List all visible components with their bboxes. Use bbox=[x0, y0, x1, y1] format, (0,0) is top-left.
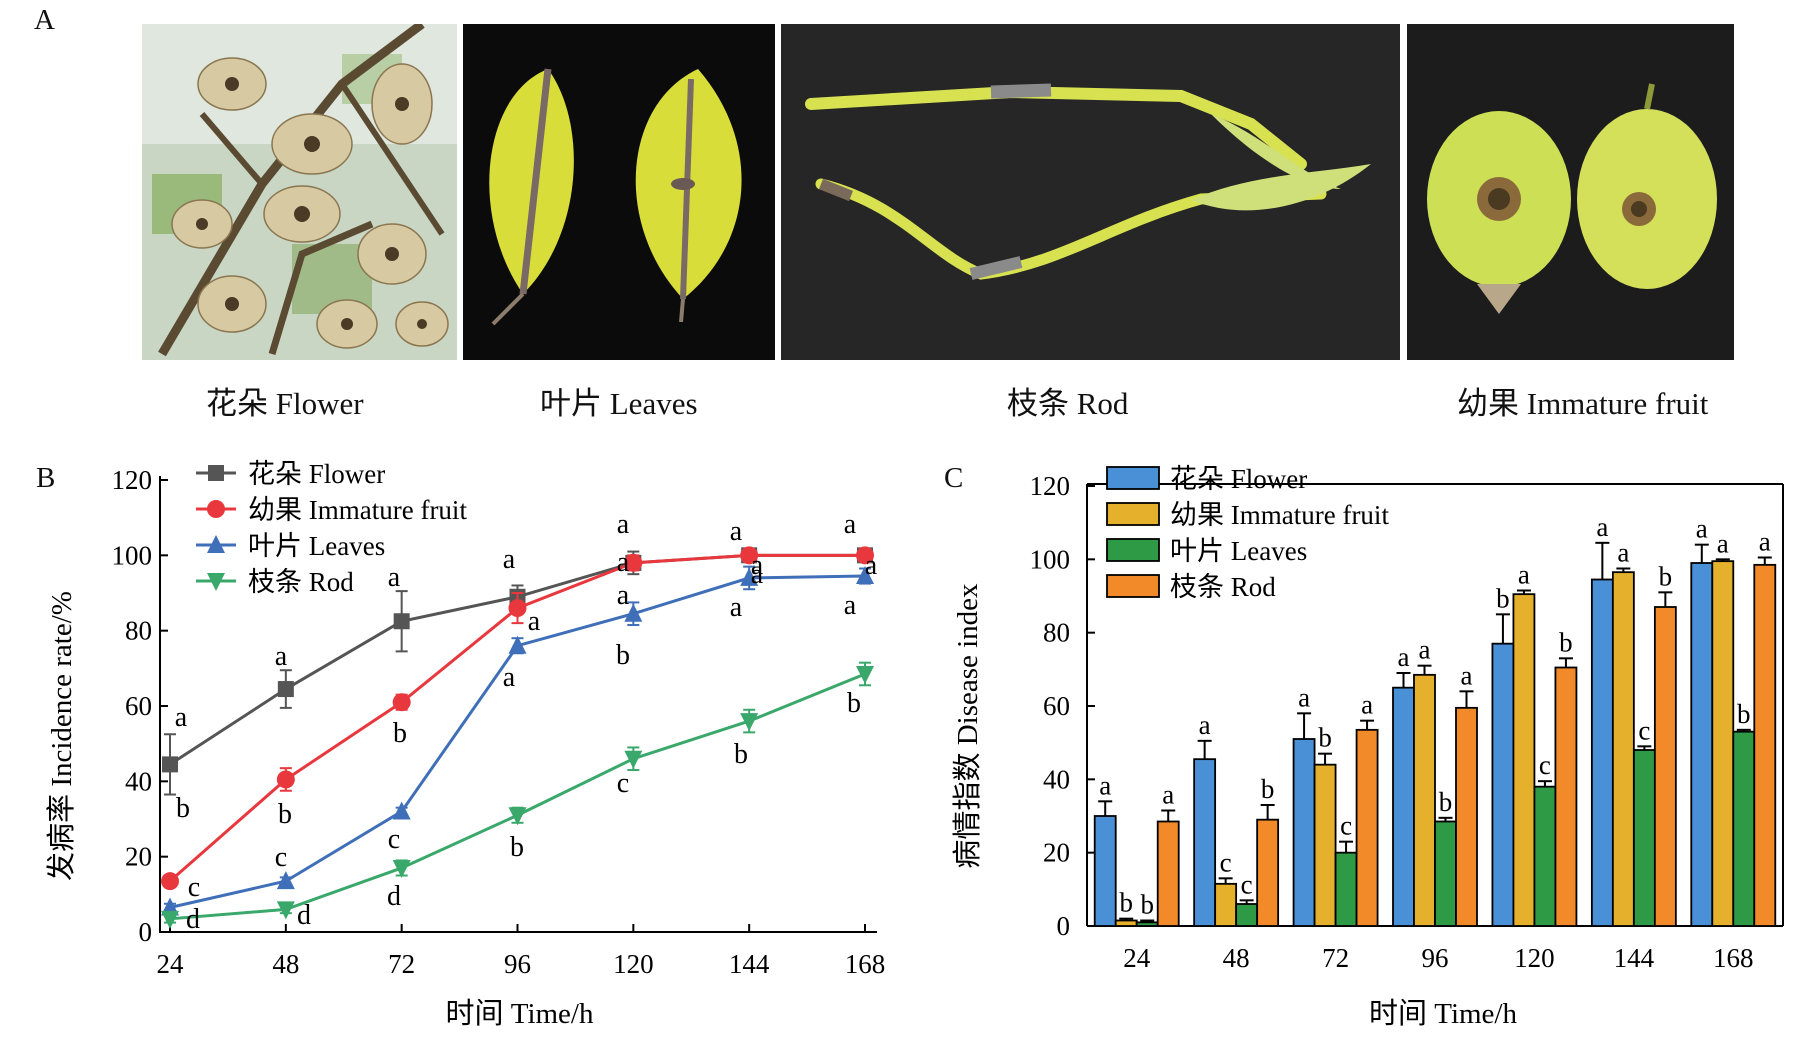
significance-letter: c bbox=[388, 824, 400, 855]
legend-label: 枝条 Rod bbox=[248, 567, 354, 597]
significance-letter: a bbox=[617, 580, 630, 611]
rod-photo bbox=[781, 24, 1400, 360]
significance-letter: a bbox=[751, 550, 764, 581]
y-tick-label: 120 bbox=[112, 465, 153, 495]
significance-letter: b bbox=[278, 799, 292, 830]
legend-label: 花朵 Flower bbox=[248, 459, 385, 489]
significance-letter: a bbox=[275, 641, 288, 672]
data-point bbox=[508, 599, 527, 618]
legend-label: 幼果 Immature fruit bbox=[248, 495, 467, 525]
flower-photo bbox=[142, 24, 457, 360]
legend-label: 叶片 Leaves bbox=[248, 531, 385, 561]
significance-letter: c bbox=[275, 842, 287, 873]
panel-a-label: A bbox=[34, 4, 55, 36]
data-point bbox=[624, 553, 643, 572]
significance-letter: a bbox=[617, 547, 630, 578]
data-point bbox=[392, 859, 411, 878]
x-axis-label: 时间 Time/h bbox=[446, 997, 594, 1030]
panel-b-label: B bbox=[36, 462, 56, 494]
significance-letter: d bbox=[297, 900, 311, 931]
significance-letter: a bbox=[175, 702, 188, 733]
leaves-photo bbox=[463, 24, 775, 360]
y-tick-label: 100 bbox=[112, 540, 153, 570]
significance-letter: a bbox=[751, 559, 764, 590]
data-point bbox=[508, 807, 527, 826]
data-point bbox=[508, 635, 527, 654]
significance-letter: a bbox=[388, 562, 401, 593]
legend-marker bbox=[207, 535, 225, 553]
data-point bbox=[276, 770, 295, 789]
y-axis-label: 发病率 Incidence rate/% bbox=[45, 591, 78, 881]
significance-letter: b bbox=[393, 718, 407, 749]
significance-letter: a bbox=[617, 509, 630, 540]
data-point bbox=[740, 567, 759, 586]
significance-letter: a bbox=[730, 592, 743, 623]
y-tick-label: 80 bbox=[125, 616, 152, 646]
y-tick-label: 40 bbox=[125, 766, 152, 796]
data-point bbox=[624, 750, 643, 769]
data-point bbox=[161, 872, 179, 891]
data-point bbox=[162, 756, 178, 773]
data-point bbox=[392, 801, 411, 820]
data-point bbox=[393, 613, 410, 630]
data-point bbox=[740, 546, 759, 565]
data-point bbox=[161, 910, 179, 929]
significance-letter: a bbox=[503, 544, 516, 575]
series-3 bbox=[161, 661, 874, 929]
panel-c-label: C bbox=[944, 462, 964, 494]
significance-letter: b bbox=[616, 640, 630, 671]
y-tick-label: 60 bbox=[125, 691, 152, 721]
data-point bbox=[277, 681, 294, 698]
series-line bbox=[169, 672, 866, 921]
data-point bbox=[624, 603, 643, 622]
immature-fruit-caption: 幼果 Immature fruit bbox=[1457, 386, 1709, 421]
data-point bbox=[276, 871, 295, 890]
significance-letter: a bbox=[528, 606, 541, 637]
significance-letter: b bbox=[847, 688, 861, 719]
legend-marker bbox=[207, 500, 225, 518]
immature-fruit-photo bbox=[1407, 24, 1734, 360]
x-tick-label: 24 bbox=[157, 949, 185, 979]
significance-letter: b bbox=[734, 739, 748, 770]
significance-letter: d bbox=[387, 881, 401, 912]
leaves-caption: 叶片 Leaves bbox=[540, 386, 698, 421]
significance-letter: b bbox=[176, 793, 190, 824]
data-point bbox=[740, 713, 759, 732]
significance-letter: a bbox=[730, 516, 743, 547]
data-point bbox=[276, 901, 295, 920]
data-point bbox=[856, 546, 874, 565]
series-1 bbox=[161, 546, 874, 891]
significance-letter: a bbox=[503, 662, 516, 693]
data-point bbox=[856, 566, 874, 585]
significance-letter: a bbox=[844, 590, 857, 621]
significance-letter: a bbox=[865, 550, 878, 581]
y-tick-label: 20 bbox=[125, 842, 152, 872]
x-tick-label: 120 bbox=[613, 949, 654, 979]
x-tick-label: 72 bbox=[388, 949, 415, 979]
x-tick-label: 144 bbox=[729, 949, 770, 979]
legend: 花朵 Flower 幼果 Immature fruit 叶片 Leaves 枝条 Ro… bbox=[196, 459, 467, 597]
significance-letter: b bbox=[510, 832, 524, 863]
data-point bbox=[856, 665, 874, 684]
x-tick-label: 168 bbox=[845, 949, 886, 979]
y-tick-label: 0 bbox=[139, 917, 153, 947]
x-tick-label: 96 bbox=[504, 949, 531, 979]
legend-marker bbox=[208, 465, 224, 481]
significance-letter: c bbox=[617, 768, 629, 799]
significance-letter: c bbox=[188, 872, 200, 903]
legend-marker bbox=[207, 573, 225, 591]
data-point bbox=[392, 693, 411, 712]
flower-caption: 花朵 Flower bbox=[206, 386, 364, 421]
significance-letter: d bbox=[186, 904, 200, 935]
rod-caption: 枝条 Rod bbox=[1007, 386, 1129, 421]
significance-letter: a bbox=[844, 509, 857, 540]
x-tick-label: 48 bbox=[272, 949, 299, 979]
